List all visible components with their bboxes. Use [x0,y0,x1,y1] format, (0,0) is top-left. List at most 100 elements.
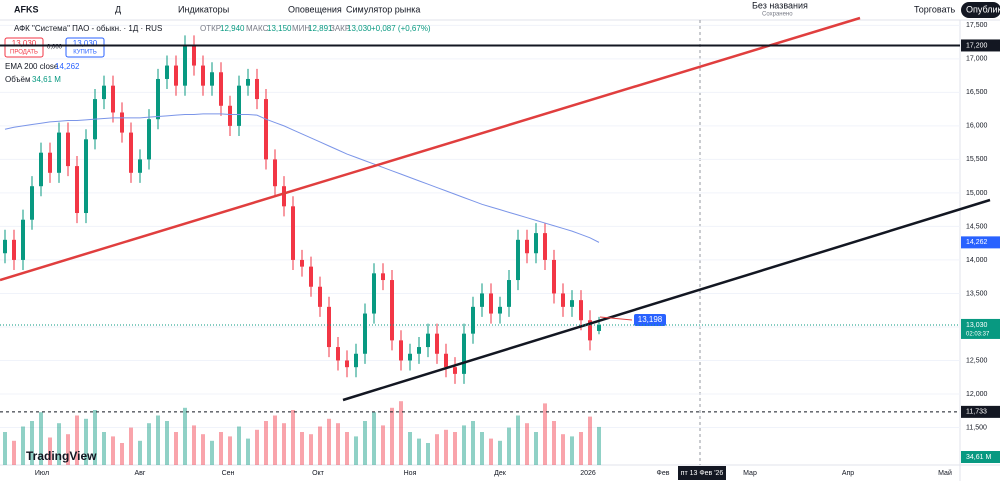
candle-body [516,239,520,281]
volume-bar [561,434,565,465]
sell-label[interactable]: ПРОДАТЬ [10,50,38,56]
candle-body [372,273,376,314]
toolbar [0,0,1000,20]
volume-bar [462,425,466,465]
y-tick-label: 14,000 [966,257,988,264]
price-badge-label: 17,200 [966,42,988,49]
interval[interactable]: Д [115,4,121,14]
candle-body [336,347,340,361]
sell-price[interactable]: 13,030 [12,39,37,48]
ema-badge [961,236,1000,249]
candle-body [426,333,430,348]
high-value: 13,150 [267,24,292,33]
buy-price[interactable]: 13,030 [73,39,98,48]
candle-body [201,65,205,86]
candle-body [138,159,142,173]
volume-name: Объём [5,75,31,84]
volume-bar [39,412,43,465]
volume-bar [246,438,250,465]
y-tick-label: 12,500 [966,357,988,364]
volume-bar [498,440,502,465]
volume-bar [552,421,556,465]
volume-bar [525,423,529,465]
y-tick-label: 12,000 [966,391,988,398]
x-tick-label: Авг [135,470,146,477]
candle-body [309,266,313,287]
red-trendline[interactable] [0,16,861,282]
symbol[interactable]: AFKS [14,4,39,14]
volume-bar [327,418,331,465]
y-tick-label: 15,000 [966,190,988,197]
volume-bar [408,432,412,465]
black-trendline[interactable] [342,198,991,402]
candle-body [399,340,403,361]
candle-body [363,313,367,354]
volume-bar [363,421,367,465]
candle-body [408,353,412,361]
buy-label[interactable]: КУПИТЬ [73,50,97,56]
volume-bar [273,415,277,465]
sell-button[interactable] [4,37,44,58]
volume-bar [543,403,547,465]
candle-body [417,347,421,354]
volume-bar [435,434,439,465]
y-tick-label: 11,500 [966,424,987,431]
volume-bar [57,423,61,465]
volume-bar [156,415,160,465]
volume-bar [93,410,97,465]
volume-bar [165,421,169,465]
logo: TradingView [26,449,97,463]
trendline-badge [634,314,666,326]
candle-body [462,333,466,374]
candle-body [156,78,160,120]
candle-body [525,239,529,254]
candle-body [471,306,475,334]
candle-body [264,99,268,160]
publish[interactable]: Опублико [966,4,1000,14]
layout-name[interactable]: Без названия [752,0,808,10]
indicators[interactable]: Индикаторы [178,4,229,14]
trade[interactable]: Торговать [914,4,956,14]
volume-bar [129,427,133,465]
candle-body [480,293,484,307]
replay[interactable]: Симулятор рынка [346,4,420,14]
volume-bar [84,418,88,465]
volume-bar [588,416,592,465]
crosshair-date-badge [678,466,726,480]
price-badge [961,405,1000,418]
volume-bar [318,426,322,465]
close-label: ЗАКР [330,24,350,33]
candle-body [588,320,592,341]
volume-bar [255,429,259,465]
candle-body [30,186,34,220]
candle-body [273,159,277,187]
countdown: 02:03:37 [966,332,990,338]
ema-line [4,113,600,243]
candle-body [282,186,286,207]
volume-bar [228,436,232,465]
candle-body [39,152,43,187]
buy-button[interactable] [65,37,105,58]
y-tick-label: 16,000 [966,123,988,130]
candle-body [444,353,448,368]
volume-bar [516,415,520,465]
alerts[interactable]: Оповещения [288,4,342,14]
volume-bar [579,432,583,465]
candle-body [219,72,223,106]
volume-bar [210,440,214,465]
volume-bar [264,421,268,465]
volume-bar [489,438,493,465]
publish-button[interactable] [961,2,1000,18]
candle-body [255,78,259,100]
candle-body [579,300,583,321]
volume-bar [102,432,106,465]
volume-bar [192,425,196,465]
candle-body [210,72,214,86]
spread: 0,000 [47,45,63,51]
price-badge-label: 11,733 [966,409,987,416]
high-label: МАКС [246,24,269,33]
volume-bar [237,426,241,465]
volume-bar [12,440,16,465]
volume-bar [75,415,79,465]
volume-bar [399,401,403,465]
